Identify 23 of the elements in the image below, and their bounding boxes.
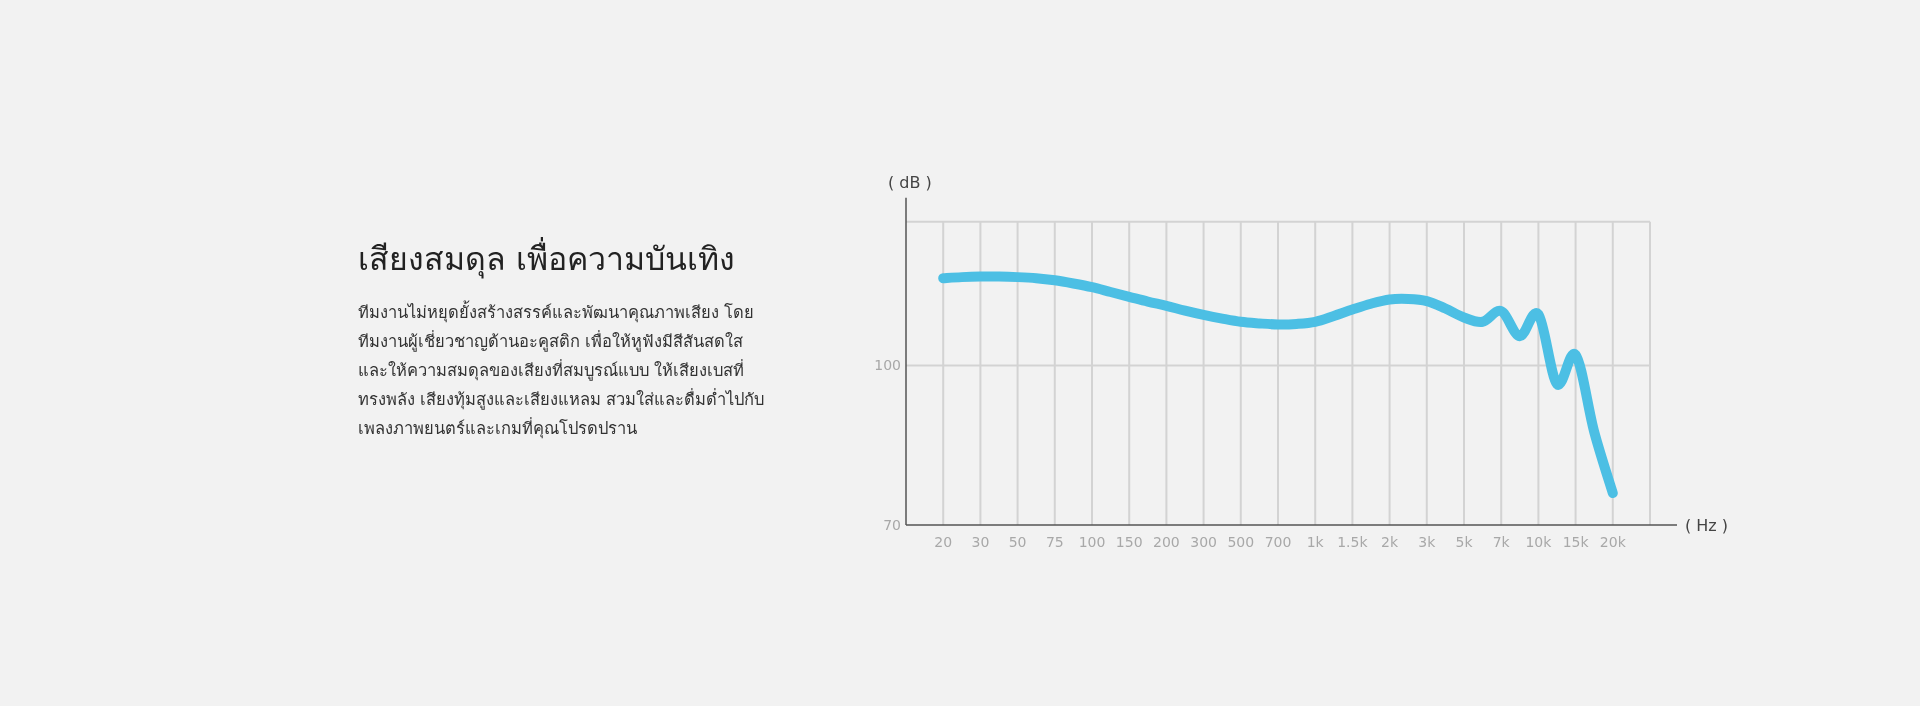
x-tick-label: 100 xyxy=(1078,534,1106,550)
x-tick-label: 150 xyxy=(1115,534,1143,550)
text: ทีมงานไม่หยุดยั้งสร้างสรรค์และพัฒนาคุณภาพเสียง โดยทีมงานผู้เชี่ยวชาญด้านอะคูสติก เพื่อให้หูฟังมีสีสันสดใส และให้ความสมดุลของเสียงที่สมบูรณ์แบบ ให้เสียงเบสที่ทรงพลัง เสียงทุ้มสูงและเสียงแหลม สวมใส่และดื่มด่ำไปกับเพลงภาพยนตร์และเกมที่คุณโปรดปราน xyxy=(358,299,766,441)
x-tick-label: 20k xyxy=(1599,534,1627,550)
x-tick-label: 3k xyxy=(1418,534,1437,550)
x-tick-label: 75 xyxy=(1045,534,1064,550)
x-tick-label: 700 xyxy=(1264,534,1292,550)
x-tick-label: 1.5k xyxy=(1337,534,1369,550)
x-tick-label: 10k xyxy=(1525,534,1553,550)
x-tick-label: 5k xyxy=(1455,534,1474,550)
x-tick-label: 30 xyxy=(971,534,990,550)
y-axis-title: ( dB ) xyxy=(888,173,932,192)
x-tick-label: 7k xyxy=(1492,534,1511,550)
x-tick-label: 50 xyxy=(1008,534,1027,550)
y-tick-label: 70 xyxy=(883,517,901,533)
x-tick-label: 300 xyxy=(1190,534,1217,550)
x-tick-label: 2k xyxy=(1381,534,1399,550)
x-axis-title: ( Hz ) xyxy=(1685,516,1729,535)
x-tick-label: 20 xyxy=(934,534,953,550)
x-tick-label: 200 xyxy=(1153,534,1180,550)
x-tick-label: 500 xyxy=(1227,534,1255,550)
x-tick-label: 1k xyxy=(1306,534,1325,550)
x-tick-label: 15k xyxy=(1562,534,1590,550)
